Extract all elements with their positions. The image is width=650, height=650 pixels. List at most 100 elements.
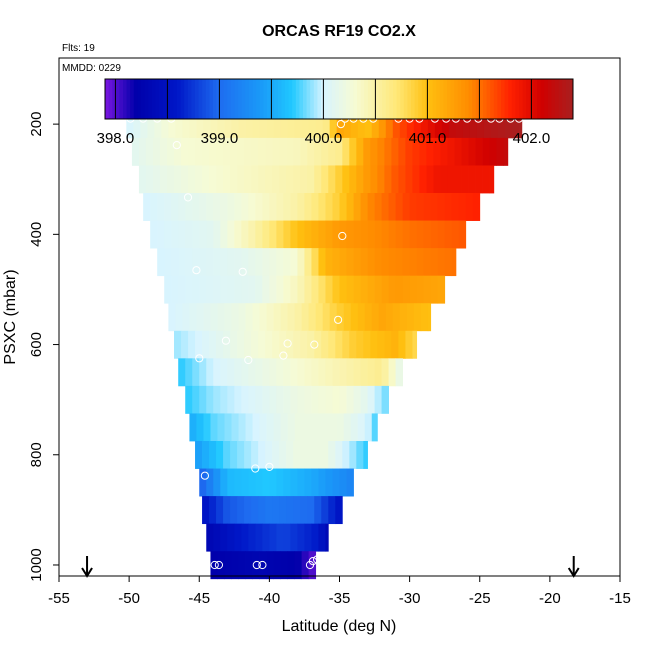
heatmap-cell [318,468,326,497]
colorbar-segment [382,79,387,119]
heatmap-cell [140,110,148,139]
heatmap-cell [458,193,467,221]
heatmap-cell [175,110,183,139]
colorbar-segment [439,79,444,119]
heatmap-cell [367,220,375,249]
heatmap-cell [244,496,252,525]
heatmap-cell [336,413,345,442]
heatmap-cell [363,330,371,359]
heatmap-cell [325,468,333,497]
heatmap-cell [469,110,478,139]
colorbar-segment [393,79,397,119]
heatmap-cell [269,523,277,552]
heatmap-cell [433,165,441,194]
heatmap-cell [336,110,345,139]
heatmap-cell [304,248,312,277]
heatmap-cell [367,193,375,221]
heatmap-cell [245,110,253,139]
heatmap-cell [451,193,460,221]
heatmap-cell [455,110,464,139]
colorbar-segment [385,79,390,119]
heatmap-cell [497,110,506,139]
heatmap-row-1000 [210,551,317,580]
heatmap-row-950 [206,523,329,552]
heatmap-cell [206,358,214,387]
heatmap-cell [273,551,281,580]
heatmap-cell [269,275,277,304]
heatmap-cell [252,551,260,580]
x-axis-label: Latitude (deg N) [282,618,397,635]
heatmap-cell [199,220,207,249]
heatmap-cell [412,165,420,194]
heatmap-cell [248,248,256,277]
heatmap-cell [371,110,380,139]
heatmap-cell [157,220,165,249]
heatmap-cell [133,110,141,139]
colorbar-segment [519,79,523,119]
heatmap-cell [290,275,298,304]
heatmap-cell [318,358,326,387]
heatmap-row-700 [185,385,389,414]
heatmap-cell [300,440,308,469]
heatmap-cell [216,165,224,194]
heatmap-cell [248,193,256,221]
heatmap-cell [423,275,432,304]
heatmap-cell [159,137,168,166]
colorbar-segment [331,79,336,119]
heatmap-cell [231,303,239,332]
heatmap-cell [234,358,242,387]
heatmap-cell [378,303,387,332]
heatmap-cell [238,110,246,139]
heatmap-cell [297,385,305,414]
heatmap-cell [388,275,396,304]
heatmap-cell [377,137,385,166]
heatmap-cell [213,193,221,221]
heatmap-cell [409,248,418,277]
heatmap-cell [178,275,186,304]
heatmap-cell [353,193,361,221]
heatmap-cell [227,523,235,552]
heatmap-cell [234,523,242,552]
heatmap-cell [166,137,175,166]
colorbar-segment [346,79,351,119]
colorbar-tick-label: 401.0 [409,130,447,147]
heatmap-cell [339,220,347,249]
heatmap-cell [461,137,469,166]
colorbar-segment [339,79,343,119]
heatmap-cell [293,440,301,469]
heatmap-cell [451,220,460,249]
heatmap-cell [145,165,154,194]
x-axis: -55 -50 -45 -40 -35 -30 -25 -20 -15 [48,576,631,607]
heatmap-cell [405,165,413,194]
heatmap-cell [318,385,326,414]
heatmap-cell [210,110,218,139]
colorbar-segment [407,79,412,119]
heatmap-row-650 [178,358,404,387]
colorbar-segment [403,79,408,119]
heatmap-cell [262,468,270,497]
heatmap-cell [272,137,280,166]
heatmap-cell [454,137,462,166]
colorbar-segment [252,79,257,119]
heatmap-cell [181,137,189,166]
colorbar-segment [162,79,167,119]
heatmap-cell [426,137,434,166]
heatmap-cell [178,220,186,249]
date-label: MMDD: 0229 [62,63,121,74]
heatmap-cell [381,385,389,414]
colorbar-segment [497,79,502,119]
heatmap-cell [202,440,210,469]
heatmap-cell [318,275,326,304]
heatmap-cell [159,165,168,194]
heatmap-cell [504,110,513,139]
flights-label: Flts: 19 [62,43,95,54]
sample-point [183,193,193,202]
heatmap-cell [266,303,274,332]
colorbar-segment [123,79,127,119]
heatmap-cell [259,110,267,139]
heatmap-cell [262,385,270,414]
heatmap-cell [202,496,210,525]
heatmap-cell [304,358,312,387]
heatmap-cell [251,330,259,359]
colorbar-segment [447,79,451,119]
